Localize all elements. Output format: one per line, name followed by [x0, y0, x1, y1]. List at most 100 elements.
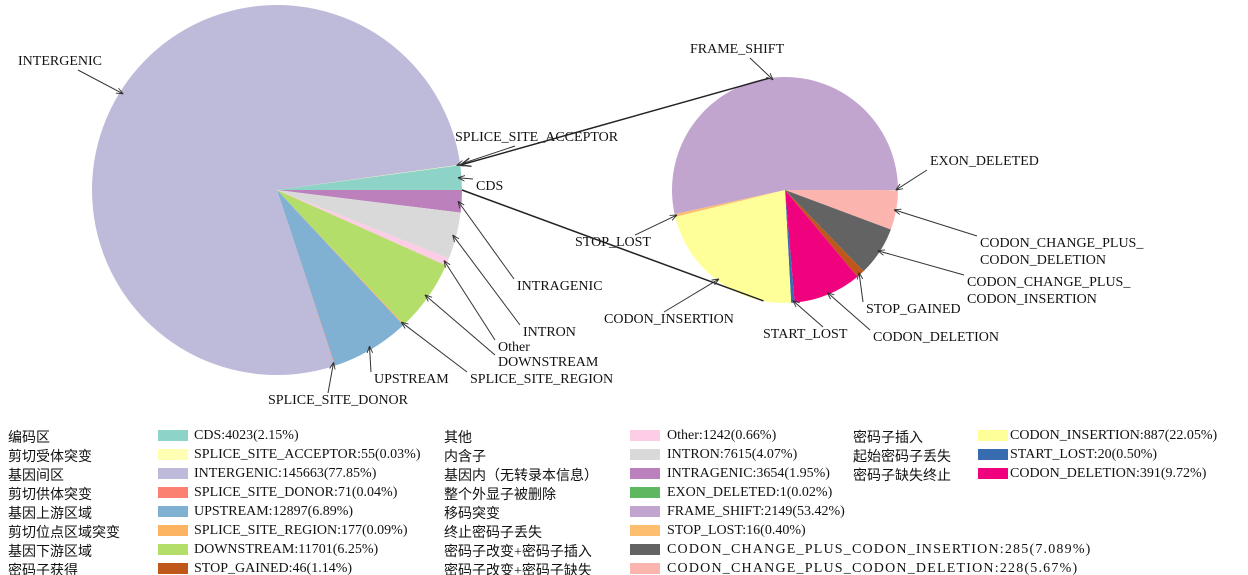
leader-line [878, 251, 965, 276]
slice-label: STOP_GAINED [866, 302, 961, 317]
legend-label: STOP_GAINED:46(1.14%) [194, 561, 352, 575]
pie-slice [672, 77, 898, 215]
legend-name: 密码子获得 [8, 562, 78, 575]
pie-slice [785, 190, 858, 303]
pie-slice [675, 190, 792, 303]
leader-line [896, 169, 928, 190]
pie-slice [277, 164, 461, 190]
leader-line [401, 322, 468, 373]
legend-label: CODON_CHANGE_PLUS_CODON_DELETION:228(5.6… [667, 561, 1078, 575]
pie-slice [785, 190, 795, 303]
legend-name: 密码子缺失终止 [853, 467, 951, 484]
pie-slice [277, 190, 461, 259]
legend-name: 移码突变 [444, 506, 500, 522]
pie-slice [277, 190, 404, 366]
legend-name: 终止密码子丢失 [444, 524, 542, 541]
pie-slice [277, 165, 462, 190]
legend-label: INTRON:7615(4.07%) [667, 447, 798, 462]
legend-swatch [630, 544, 660, 555]
legend-swatch [158, 468, 188, 479]
legend-swatch [158, 449, 188, 460]
slice-label: CODON_CHANGE_PLUS_ [980, 236, 1144, 251]
leader-line [859, 272, 864, 303]
slice-label: CODON_CHANGE_PLUS_ [967, 275, 1131, 290]
slice-label: FRAME_SHIFT [690, 42, 785, 57]
legend-name: 编码区 [8, 430, 50, 446]
pie-slice [277, 190, 405, 326]
legend-label: SPLICE_SITE_DONOR:71(0.04%) [194, 485, 398, 500]
leader-line [894, 210, 978, 237]
connector-line [460, 77, 770, 165]
slice-label: SPLICE_SITE_DONOR [268, 393, 409, 408]
legend-swatch [630, 525, 660, 536]
slice-label: START_LOST [763, 327, 848, 342]
leader-line [369, 346, 371, 373]
slice-label: STOP_LOST [575, 235, 651, 250]
legend-label: INTRAGENIC:3654(1.95%) [667, 466, 830, 481]
slice-label: UPSTREAM [374, 372, 449, 387]
pie-slice [785, 190, 898, 230]
slice-label: CODON_INSERTION [967, 292, 1097, 307]
legend-name: 密码子改变+密码子插入 [444, 543, 592, 560]
legend-swatch [630, 449, 660, 460]
legend-label: SPLICE_SITE_ACCEPTOR:55(0.03%) [194, 447, 421, 462]
legend-swatch [978, 430, 1008, 441]
legend-swatch [978, 468, 1008, 479]
pie-slice [277, 190, 446, 325]
leader-line [634, 215, 677, 236]
leader-line [749, 57, 773, 80]
leader-line [458, 201, 515, 280]
slice-label: SPLICE_SITE_REGION [470, 372, 613, 387]
legend-name: 整个外显子被删除 [444, 487, 556, 503]
pie-slice [785, 190, 891, 272]
leader-line [457, 145, 516, 165]
legend-swatch [158, 525, 188, 536]
pie-slice [785, 190, 864, 277]
legend-label: FRAME_SHIFT:2149(53.42%) [667, 504, 845, 519]
legend-label: STOP_LOST:16(0.40%) [667, 523, 806, 538]
legend-name: 起始密码子丢失 [853, 448, 951, 465]
slice-label: CODON_DELETION [980, 253, 1106, 268]
legend-name: 剪切受体突变 [8, 449, 92, 465]
legend-label: INTERGENIC:145663(77.85%) [194, 466, 377, 481]
legend-name: 密码子改变+密码子缺失 [444, 562, 592, 575]
legend-name: 基因上游区域 [8, 505, 92, 522]
leader-line [327, 362, 334, 394]
pie-slice [277, 190, 462, 213]
legend-name: 密码子插入 [853, 429, 923, 446]
legend-name: 内含子 [444, 449, 486, 465]
legend-label: Other:1242(0.66%) [667, 428, 777, 443]
pie-slice [277, 190, 449, 266]
legend-label: CODON_CHANGE_PLUS_CODON_INSERTION:285(7.… [667, 542, 1092, 557]
legend-name: 基因下游区域 [8, 543, 92, 560]
legend-label: DOWNSTREAM:11701(6.25%) [194, 542, 379, 557]
leader-line [663, 279, 719, 313]
legend-swatch [158, 430, 188, 441]
slice-label: SPLICE_SITE_ACCEPTOR [455, 130, 619, 145]
slice-label: INTERGENIC [18, 54, 102, 69]
legend-swatch [630, 468, 660, 479]
legend-label: START_LOST:20(0.50%) [1010, 447, 1157, 462]
legend-swatch [158, 544, 188, 555]
legend-swatch [630, 506, 660, 517]
pie-slice [277, 190, 335, 366]
legend-swatch [158, 506, 188, 517]
slice-label: CODON_DELETION [873, 330, 999, 345]
legend-label: EXON_DELETED:1(0.02%) [667, 485, 833, 500]
legend-label: UPSTREAM:12897(6.89%) [194, 504, 353, 519]
leader-line [793, 300, 824, 328]
connector-line [461, 189, 764, 302]
legend-name: 剪切供体突变 [8, 487, 92, 503]
leader-line [425, 295, 496, 356]
legend-swatch [630, 487, 660, 498]
slice-label: EXON_DELETED [930, 154, 1039, 169]
legend-label: SPLICE_SITE_REGION:177(0.09%) [194, 523, 408, 538]
leader-line [827, 292, 871, 331]
legend-name: 基因间区 [8, 467, 64, 484]
slice-label: DOWNSTREAM [498, 355, 599, 370]
legend-label: CODON_INSERTION:887(22.05%) [1010, 428, 1218, 443]
slice-label: INTRAGENIC [517, 279, 603, 294]
legend-swatch [630, 563, 660, 574]
legend-name: 其他 [444, 430, 472, 446]
leader-line [453, 235, 521, 326]
